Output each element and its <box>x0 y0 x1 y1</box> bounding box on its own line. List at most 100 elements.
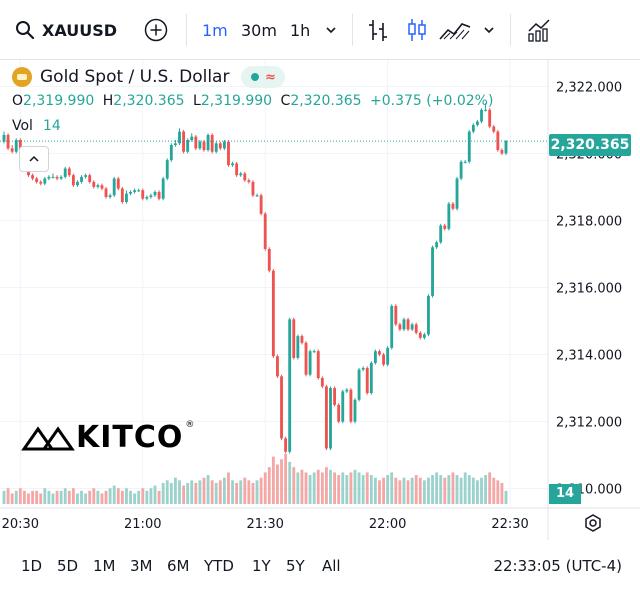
volume-bar <box>202 477 206 504</box>
candle-body <box>463 161 467 163</box>
range-ytd[interactable]: YTD <box>204 557 234 575</box>
candle-body <box>300 336 304 343</box>
candle-body <box>320 378 324 387</box>
bar-chart-icon <box>369 20 387 41</box>
volume-bar <box>373 477 377 504</box>
candle-body <box>259 195 263 214</box>
candle-body <box>173 143 177 146</box>
candle-body <box>247 180 251 182</box>
compare-button[interactable] <box>143 0 169 60</box>
volume-bar <box>218 480 222 504</box>
range-1m[interactable]: 1M <box>93 557 116 575</box>
volume-bar <box>141 488 145 504</box>
axis-settings-button[interactable] <box>583 513 603 533</box>
candles-style-button[interactable] <box>404 0 430 60</box>
volume-bar <box>235 482 239 504</box>
range-all[interactable]: All <box>322 557 341 575</box>
range-3m[interactable]: 3M <box>130 557 153 575</box>
time-tick-label: 21:30 <box>246 517 283 532</box>
market-status-pill[interactable]: ≈ <box>241 66 286 88</box>
interval-30m[interactable]: 30m <box>241 20 277 40</box>
high-value: 2,320.365 <box>113 93 185 109</box>
volume-bar <box>492 477 496 504</box>
volume-bar <box>267 467 271 504</box>
bars-style-button[interactable] <box>366 0 390 60</box>
volume-bar <box>173 477 177 504</box>
time-tick-label: 22:00 <box>369 517 406 532</box>
interval-dropdown[interactable] <box>324 0 338 60</box>
price-chart[interactable]: 2,322.0002,320.0002,318.0002,316.0002,31… <box>0 60 640 540</box>
area-style-button[interactable] <box>438 0 472 60</box>
range-6m[interactable]: 6M <box>167 557 190 575</box>
indicators-button[interactable] <box>526 0 552 60</box>
low-value: 2,319.990 <box>200 93 273 109</box>
kitco-emblem-icon <box>21 425 75 450</box>
symbol-search[interactable]: XAUUSD <box>14 0 117 60</box>
volume-bar <box>480 477 483 504</box>
volume-bar <box>451 472 455 504</box>
volume-legend: Vol 14 <box>12 118 61 134</box>
price-tick-label: 2,318.000 <box>556 214 622 229</box>
interval-1m[interactable]: 1m <box>202 20 228 40</box>
volume-bar <box>324 467 328 504</box>
volume-bar <box>345 475 349 504</box>
candle-body <box>210 134 214 152</box>
candle-body <box>218 143 222 149</box>
volume-bar <box>67 490 71 504</box>
time-axis[interactable]: 20:30 21:00 21:30 22:00 22:30 <box>2 517 529 532</box>
volume-bar <box>116 488 120 504</box>
candle-body <box>280 376 283 439</box>
kitco-wordmark: KITCO <box>76 420 184 455</box>
volume-bar <box>247 480 251 504</box>
range-1y[interactable]: 1Y <box>252 557 271 575</box>
candle-body <box>80 176 83 182</box>
volume-bar <box>439 475 443 504</box>
volume-bar <box>406 480 410 504</box>
open-value: 2,319.990 <box>23 93 95 109</box>
range-5d[interactable]: 5D <box>57 557 79 575</box>
candle-body <box>169 145 173 161</box>
volume-bar <box>378 480 381 504</box>
volume-bar <box>276 464 279 504</box>
volume-bar <box>222 477 226 504</box>
volume-bar <box>308 475 312 504</box>
area-chart-icon <box>439 23 471 40</box>
candle-body <box>182 131 186 152</box>
volume-bars <box>2 454 508 504</box>
collapse-legend-button[interactable] <box>19 146 49 172</box>
candle-body <box>312 351 316 353</box>
chart-style-dropdown[interactable] <box>482 0 496 60</box>
volume-bar <box>504 490 508 504</box>
volume-bar <box>112 485 116 504</box>
candle-body <box>459 161 463 179</box>
volume-bar <box>88 490 92 504</box>
candle-body <box>108 195 112 197</box>
candle-body <box>133 190 137 192</box>
volume-bar <box>169 482 173 504</box>
range-bar: 1D 5D 1M 3M 6M YTD 1Y 5Y All 22:33:05 (U… <box>0 540 640 592</box>
volume-bar <box>410 477 414 504</box>
candle-body <box>198 141 202 149</box>
volume-bar <box>414 475 418 504</box>
candle-body <box>296 336 300 358</box>
volume-bar <box>259 477 263 504</box>
volume-bar <box>165 480 169 504</box>
candle-body <box>255 195 259 197</box>
volume-bar <box>443 477 447 504</box>
candle-body <box>324 386 328 449</box>
volume-bar <box>280 459 283 504</box>
top-toolbar: XAUUSD 1m 30m 1h <box>0 0 640 60</box>
candle-body <box>480 109 483 122</box>
range-5y[interactable]: 5Y <box>286 557 305 575</box>
candle-body <box>214 143 218 152</box>
volume-bar <box>263 472 267 504</box>
candle-body <box>378 351 381 355</box>
volume-bar <box>467 475 471 504</box>
range-1d[interactable]: 1D <box>21 557 43 575</box>
candle-body <box>67 168 71 176</box>
candle-body <box>104 188 108 197</box>
interval-1h[interactable]: 1h <box>290 20 311 40</box>
volume-bar <box>337 475 341 504</box>
candle-body <box>63 168 67 177</box>
clock-timezone[interactable]: 22:33:05 (UTC-4) <box>493 557 622 575</box>
